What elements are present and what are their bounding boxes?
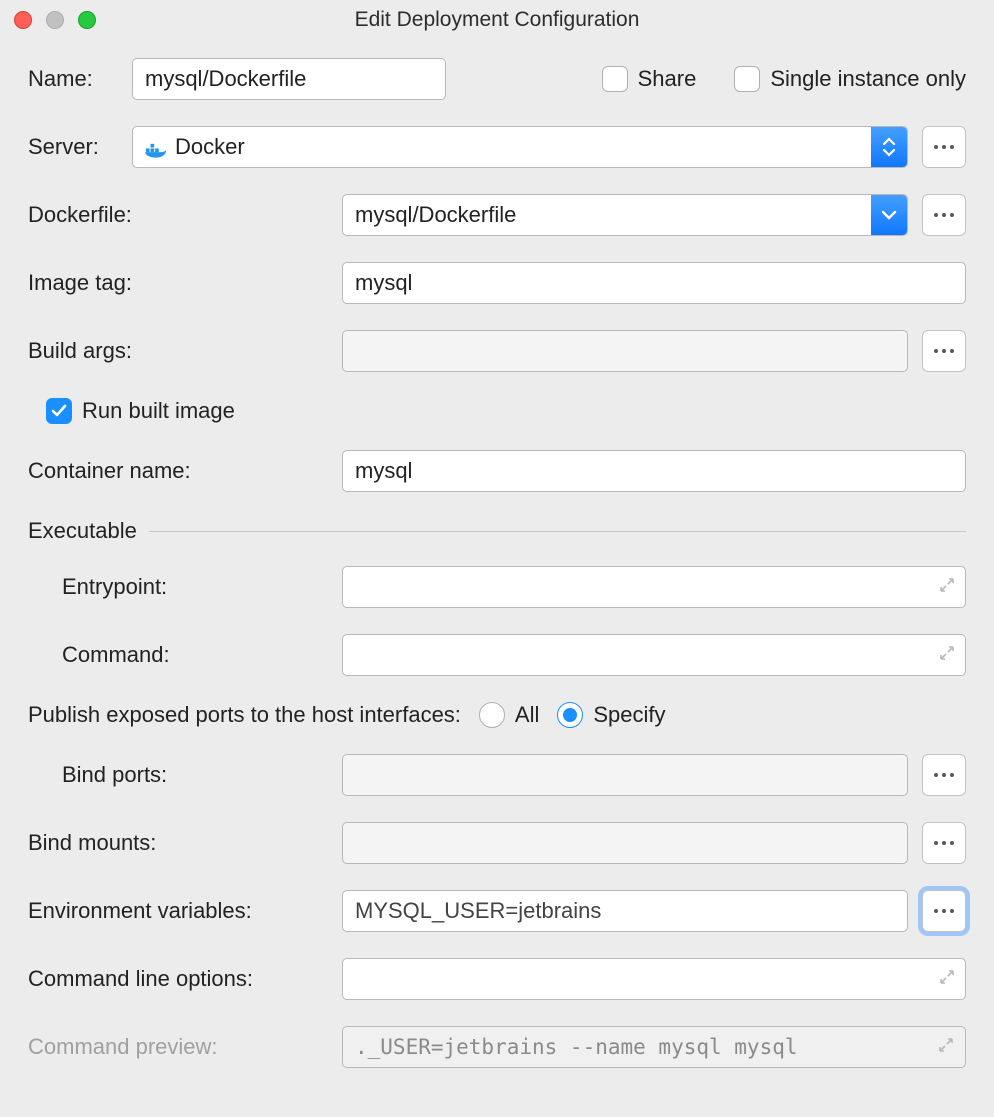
separator-line	[149, 531, 966, 532]
cli-options-label: Command line options:	[28, 966, 328, 992]
container-name-label: Container name:	[28, 458, 328, 484]
entrypoint-label: Entrypoint:	[28, 574, 328, 600]
entrypoint-input[interactable]	[342, 566, 966, 608]
expand-icon[interactable]	[938, 642, 956, 668]
container-name-input[interactable]	[342, 450, 966, 492]
command-input[interactable]	[342, 634, 966, 676]
single-instance-label: Single instance only	[770, 66, 966, 92]
expand-icon[interactable]	[938, 574, 956, 600]
row-name: Name: Share Single instance only	[28, 58, 966, 100]
row-dockerfile: Dockerfile: mysql/Dockerfile	[28, 194, 966, 236]
single-instance-checkbox-row[interactable]: Single instance only	[734, 66, 966, 92]
ellipsis-icon	[933, 839, 955, 847]
preview-value: ._USER=jetbrains --name mysql mysql	[355, 1035, 798, 1059]
bind-mounts-label: Bind mounts:	[28, 830, 328, 856]
bind-ports-field[interactable]	[342, 754, 908, 796]
dockerfile-label: Dockerfile:	[28, 202, 328, 228]
maximize-button[interactable]	[78, 11, 96, 29]
share-label: Share	[638, 66, 697, 92]
row-build-args: Build args:	[28, 330, 966, 372]
row-env: Environment variables: MYSQL_USER=jetbra…	[28, 890, 966, 932]
publish-specify-radio[interactable]	[557, 702, 583, 728]
build-args-field[interactable]	[342, 330, 908, 372]
close-button[interactable]	[14, 11, 32, 29]
server-dropdown-button[interactable]	[871, 127, 907, 167]
server-more-button[interactable]	[922, 126, 966, 168]
row-preview: Command preview: ._USER=jetbrains --name…	[28, 1026, 966, 1068]
run-built-label: Run built image	[82, 398, 235, 424]
row-cli-options: Command line options:	[28, 958, 966, 1000]
executable-header: Executable	[28, 518, 137, 544]
name-label: Name:	[28, 66, 118, 92]
run-built-checkbox-row[interactable]: Run built image	[28, 398, 235, 424]
single-instance-checkbox[interactable]	[734, 66, 760, 92]
preview-field: ._USER=jetbrains --name mysql mysql	[342, 1026, 966, 1068]
row-server: Server: Docker	[28, 126, 966, 168]
dockerfile-value: mysql/Dockerfile	[355, 202, 516, 228]
row-command: Command:	[28, 634, 966, 676]
expand-icon[interactable]	[938, 966, 956, 992]
share-checkbox[interactable]	[602, 66, 628, 92]
publish-all-label: All	[515, 702, 539, 728]
row-bind-mounts: Bind mounts:	[28, 822, 966, 864]
publish-all-radio-row[interactable]: All	[479, 702, 539, 728]
row-entrypoint: Entrypoint:	[28, 566, 966, 608]
env-label: Environment variables:	[28, 898, 328, 924]
build-args-label: Build args:	[28, 338, 328, 364]
row-bind-ports: Bind ports:	[28, 754, 966, 796]
dockerfile-more-button[interactable]	[922, 194, 966, 236]
publish-label: Publish exposed ports to the host interf…	[28, 702, 461, 728]
preview-label: Command preview:	[28, 1034, 328, 1060]
publish-all-radio[interactable]	[479, 702, 505, 728]
check-icon	[50, 402, 68, 420]
minimize-button[interactable]	[46, 11, 64, 29]
server-value: Docker	[175, 134, 245, 160]
env-more-button[interactable]	[922, 890, 966, 932]
chevron-down-icon	[881, 210, 897, 220]
docker-icon	[145, 138, 167, 156]
dockerfile-combo[interactable]: mysql/Dockerfile	[342, 194, 908, 236]
window-titlebar: Edit Deployment Configuration	[0, 0, 994, 40]
command-label: Command:	[28, 642, 328, 668]
form-content: Name: Share Single instance only Server:	[0, 40, 994, 1090]
row-container-name: Container name:	[28, 450, 966, 492]
cli-options-input[interactable]	[342, 958, 966, 1000]
publish-specify-radio-row[interactable]: Specify	[557, 702, 665, 728]
row-publish: Publish exposed ports to the host interf…	[28, 702, 966, 728]
ellipsis-icon	[933, 143, 955, 151]
run-built-checkbox[interactable]	[46, 398, 72, 424]
chevrons-icon	[882, 137, 896, 157]
bind-ports-label: Bind ports:	[28, 762, 328, 788]
server-label: Server:	[28, 134, 118, 160]
image-tag-input[interactable]	[342, 262, 966, 304]
image-tag-label: Image tag:	[28, 270, 328, 296]
window-title: Edit Deployment Configuration	[0, 8, 994, 32]
traffic-lights	[14, 11, 96, 29]
ellipsis-icon	[933, 771, 955, 779]
row-image-tag: Image tag:	[28, 262, 966, 304]
env-field[interactable]: MYSQL_USER=jetbrains	[342, 890, 908, 932]
name-input[interactable]	[132, 58, 446, 100]
ellipsis-icon	[933, 211, 955, 219]
expand-icon[interactable]	[937, 1035, 955, 1059]
share-checkbox-row[interactable]: Share	[602, 66, 697, 92]
bind-mounts-field[interactable]	[342, 822, 908, 864]
build-args-more-button[interactable]	[922, 330, 966, 372]
ellipsis-icon	[933, 907, 955, 915]
publish-specify-label: Specify	[593, 702, 665, 728]
executable-group: Executable	[28, 518, 966, 544]
bind-mounts-more-button[interactable]	[922, 822, 966, 864]
dockerfile-dropdown-button[interactable]	[871, 195, 907, 235]
ellipsis-icon	[933, 347, 955, 355]
row-run-built: Run built image	[28, 398, 966, 424]
bind-ports-more-button[interactable]	[922, 754, 966, 796]
server-combo[interactable]: Docker	[132, 126, 908, 168]
